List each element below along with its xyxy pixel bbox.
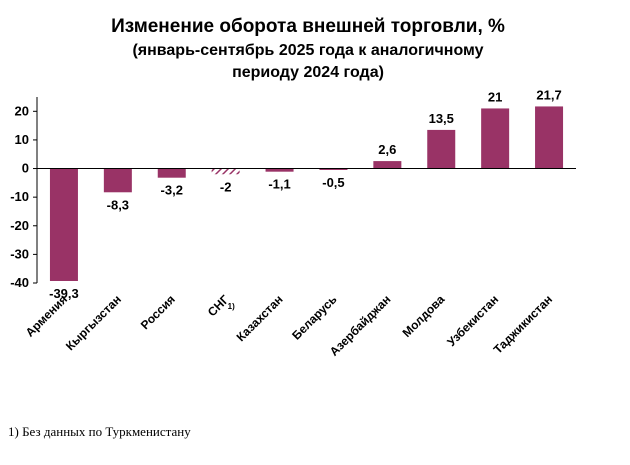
y-tick-label: -20 [10,218,29,233]
x-tick-label: Казахстан [234,292,286,344]
x-tick-label: Армения [23,292,70,339]
data-label: -3,2 [161,183,183,198]
data-label: 13,5 [429,111,454,126]
y-tick-label: -10 [10,189,29,204]
data-label: 21 [488,89,502,104]
y-tick-label: 20 [15,103,29,118]
chart-title: Изменение оборота внешней торговли, % [111,16,505,37]
y-tick-label: -40 [10,275,29,290]
bar [319,168,348,170]
y-tick-label: -30 [10,246,29,261]
bar [535,106,564,169]
bar [157,168,186,178]
data-label: -2 [220,179,232,194]
x-tick-label: Кыргызстан [63,292,124,353]
footnote: 1) Без данных по Туркменистану [8,424,191,439]
bar [49,168,78,281]
bar [427,129,456,169]
chart-subtitle-line-1: (январь-сентябрь 2025 года к аналогичном… [132,42,483,59]
category-footnote-mark: 1) [228,302,235,311]
x-tick-label: Россия [138,292,178,332]
data-label: -8,3 [107,197,129,212]
data-label: 2,6 [378,142,396,157]
bar [373,161,402,169]
y-tick-label: 0 [22,161,29,176]
x-tick-label: Узбекистан [444,292,501,349]
x-tick-label: Молдова [400,292,448,340]
bar [211,168,240,175]
y-tick-label: 10 [15,132,29,147]
x-tick-label: Беларусь [289,292,339,342]
data-label: -1,1 [268,177,290,192]
chart-subtitle-line-2: периоду 2024 года) [232,64,384,81]
data-label: -0,5 [322,175,344,190]
data-label: -39,3 [49,286,79,301]
bar [481,108,510,169]
bar [265,168,294,172]
bar [103,168,132,193]
data-label: 21,7 [536,87,561,102]
